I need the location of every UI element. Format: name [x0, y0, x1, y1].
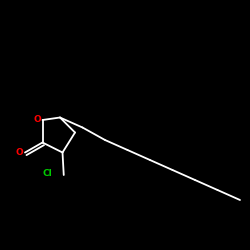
Text: O: O: [34, 116, 41, 124]
Text: O: O: [16, 148, 24, 157]
Text: Cl: Cl: [43, 169, 52, 178]
